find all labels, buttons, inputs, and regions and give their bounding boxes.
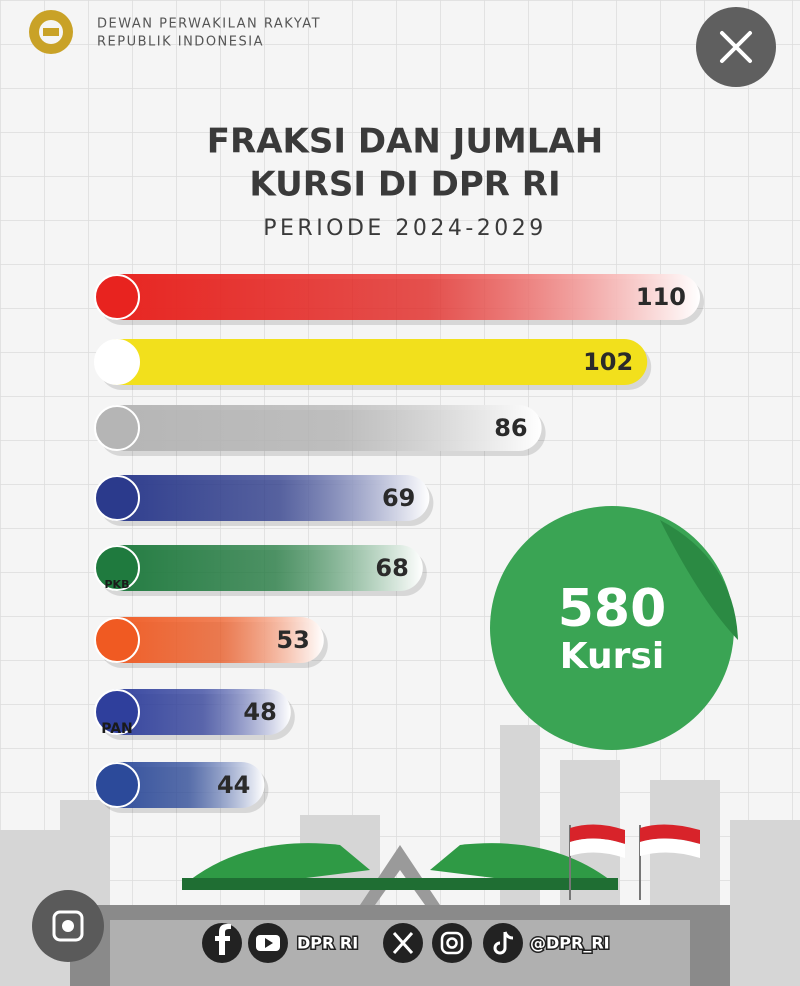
party-logo	[94, 545, 140, 591]
dpr-emblem	[29, 10, 73, 54]
lens-button[interactable]	[32, 890, 104, 962]
party-logo	[94, 475, 140, 521]
total-value: 580	[558, 579, 667, 639]
bar	[95, 475, 430, 521]
bars: 110 102 86 69 68 PKB 53 48 PAN 44	[94, 274, 704, 813]
party-logo	[94, 405, 140, 451]
party-logo	[94, 339, 140, 385]
total-badge: 580 Kursi	[490, 506, 738, 750]
total-label: Kursi	[560, 636, 664, 677]
chart-title: KURSI DI DPR RI	[249, 165, 560, 205]
flags	[569, 824, 700, 900]
party-logo	[94, 762, 140, 808]
bar	[95, 617, 324, 663]
value-label: 102	[583, 348, 633, 376]
party-logo	[94, 617, 140, 663]
header-line: DEWAN PERWAKILAN RAKYAT	[97, 17, 321, 32]
party-abbrev: PKB	[105, 578, 130, 591]
value-label: 53	[276, 626, 309, 654]
value-label: 110	[636, 283, 686, 311]
party-logo	[94, 274, 140, 320]
value-label: 68	[375, 554, 408, 582]
chart-title: FRAKSI DAN JUMLAH	[207, 122, 603, 162]
value-label: 69	[382, 484, 415, 512]
party-logo	[94, 689, 140, 735]
chart-subtitle: PERIODE 2024-2029	[263, 216, 547, 241]
header-line: REPUBLIK INDONESIA	[97, 35, 264, 50]
social-handle: DPR RI	[297, 934, 358, 953]
social-handle: @DPR_RI	[530, 934, 610, 953]
party-abbrev: PAN	[101, 721, 133, 737]
bar	[95, 545, 423, 591]
value-label: 86	[494, 414, 527, 442]
bar	[95, 689, 291, 735]
close-button[interactable]	[696, 7, 776, 87]
value-label: 48	[243, 698, 276, 726]
bar	[95, 339, 648, 385]
bar	[95, 762, 265, 808]
value-label: 44	[217, 771, 250, 799]
social-icons	[202, 923, 523, 963]
bar	[95, 274, 700, 320]
bar	[95, 405, 542, 451]
